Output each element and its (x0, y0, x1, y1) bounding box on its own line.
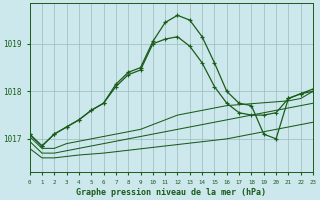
X-axis label: Graphe pression niveau de la mer (hPa): Graphe pression niveau de la mer (hPa) (76, 188, 266, 197)
